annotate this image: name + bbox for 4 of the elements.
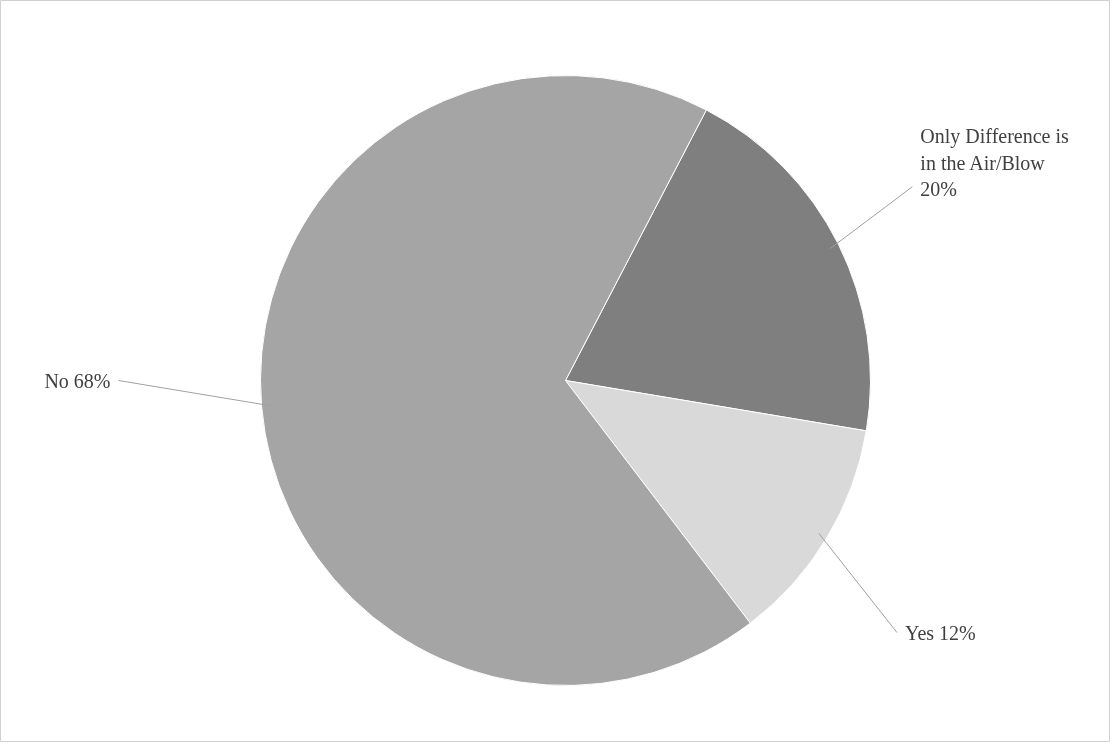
data-label: 20% <box>920 178 958 201</box>
slice-label: No 68% <box>44 369 111 392</box>
slice-label: Only Difference is in the Air/Blow <box>920 125 1070 174</box>
slice-label: Yes 12% <box>905 621 976 644</box>
